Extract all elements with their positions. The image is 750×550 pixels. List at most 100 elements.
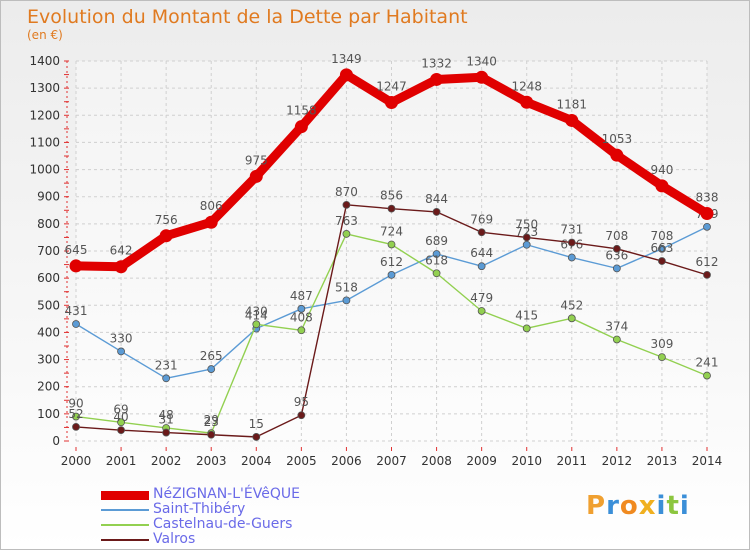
series-1-point [703,222,711,231]
logo-letter: P [586,491,607,521]
y-tick-label: 300 [37,353,60,367]
series-1-point [297,304,306,313]
y-tick-label: 200 [37,380,60,394]
series-2-value-label: 763 [335,214,358,228]
series-3-point [342,200,351,209]
plot-area [76,61,707,441]
series-2-value-label: 309 [650,337,673,351]
x-tick-label: 2000 [61,454,92,468]
legend-label: Castelnau-de-Guers [153,516,293,532]
series-0-value-label: 1340 [466,54,497,68]
series-0-value-label: 838 [696,191,719,205]
y-tick-label: 1100 [29,135,60,149]
series-0-point [655,179,669,193]
logo-letter: t [666,491,680,521]
series-1-point [477,262,486,271]
x-tick-label: 2004 [241,454,272,468]
x-tick-label: 2014 [692,454,723,468]
series-2-point [658,353,666,362]
series-1-point [162,374,171,383]
series-1-point [522,240,531,249]
series-1-value-label: 723 [515,225,538,239]
series-3-point [567,238,576,247]
x-tick-label: 2001 [106,454,137,468]
series-3-point [522,233,531,242]
y-tick-label: 900 [37,190,60,204]
x-tick-label: 2002 [151,454,182,468]
series-1-point [432,250,441,258]
series-0-point [385,96,398,110]
series-3-point [252,433,261,441]
series-1-value-label: 612 [380,255,403,269]
series-3-value-label: 663 [650,241,673,255]
series-1-value-label: 414 [245,309,268,323]
series-3-value-label: 750 [515,217,538,231]
legend-swatch [101,539,149,541]
y-tick-label: 1400 [29,54,60,68]
series-2-value-label: 430 [245,304,268,318]
series-2-point [297,326,306,335]
series-2-point [522,324,531,333]
series-2-point [477,307,486,315]
series-0-value-label: 756 [155,213,178,227]
series-3-value-label: 40 [113,410,128,424]
series-2-value-label: 241 [696,356,719,370]
series-0-value-label: 1332 [421,56,452,70]
x-tick-label: 2007 [376,454,407,468]
y-tick-label: 600 [37,271,60,285]
series-3-value-label: 708 [605,229,628,243]
series-1-point [567,253,576,262]
logo-letter: o [619,491,639,521]
series-3-value-label: 612 [696,255,719,269]
legend-swatch [101,524,149,526]
chart-title: Evolution du Montant de la Dette par Hab… [27,6,468,28]
series-1-point [658,244,666,253]
series-3-point [477,228,486,237]
series-3-point [207,430,216,439]
y-tick-label: 700 [37,244,60,258]
series-3-value-label: 23 [204,415,219,429]
legend-swatch [101,509,149,511]
series-3-value-label: 844 [425,192,448,206]
series-0-value-label: 642 [110,244,133,258]
x-tick-label: 2005 [286,454,317,468]
series-0-value-label: 645 [65,243,88,257]
y-tick-label: 0 [52,434,60,448]
series-2-value-label: 452 [560,298,583,312]
series-1-value-label: 487 [290,289,313,303]
series-3-value-label: 769 [470,212,493,226]
logo-letter: i [679,491,690,521]
series-1-value-label: 518 [335,280,358,294]
series-0-point [114,260,128,274]
y-tick-label: 1300 [29,81,60,95]
series-0-value-label: 1181 [557,97,588,111]
x-tick-label: 2010 [511,454,542,468]
series-1-point [117,347,125,356]
series-2-point [703,371,711,380]
series-0-point [69,259,83,273]
series-3-point [612,244,621,253]
series-0-point [520,95,534,109]
series-0-point [475,70,489,84]
series-0-value-label: 1158 [286,104,317,118]
series-2-value-label: 415 [515,308,538,322]
series-0-point [204,215,218,229]
series-2-point [567,314,576,323]
series-3-value-label: 15 [249,417,264,431]
series-1-value-label: 708 [650,229,673,243]
series-0-value-label: 1349 [331,52,362,66]
series-0-point [339,68,353,82]
legend-label: NéZIGNAN-L'ÉVêQUE [153,486,300,502]
x-tick-label: 2013 [647,454,678,468]
series-0-value-label: 1248 [511,79,542,93]
proxiti-logo: Proxiti [586,491,690,521]
series-0-value-label: 975 [245,153,268,167]
series-0-value-label: 806 [200,199,223,213]
y-tick-label: 800 [37,217,60,231]
series-0-value-label: 940 [650,163,673,177]
series-0-value-label: 1053 [602,132,633,146]
series-0-point [700,207,714,221]
y-tick-label: 100 [37,407,60,421]
series-1-point [612,264,621,273]
series-1-value-label: 231 [155,358,178,372]
